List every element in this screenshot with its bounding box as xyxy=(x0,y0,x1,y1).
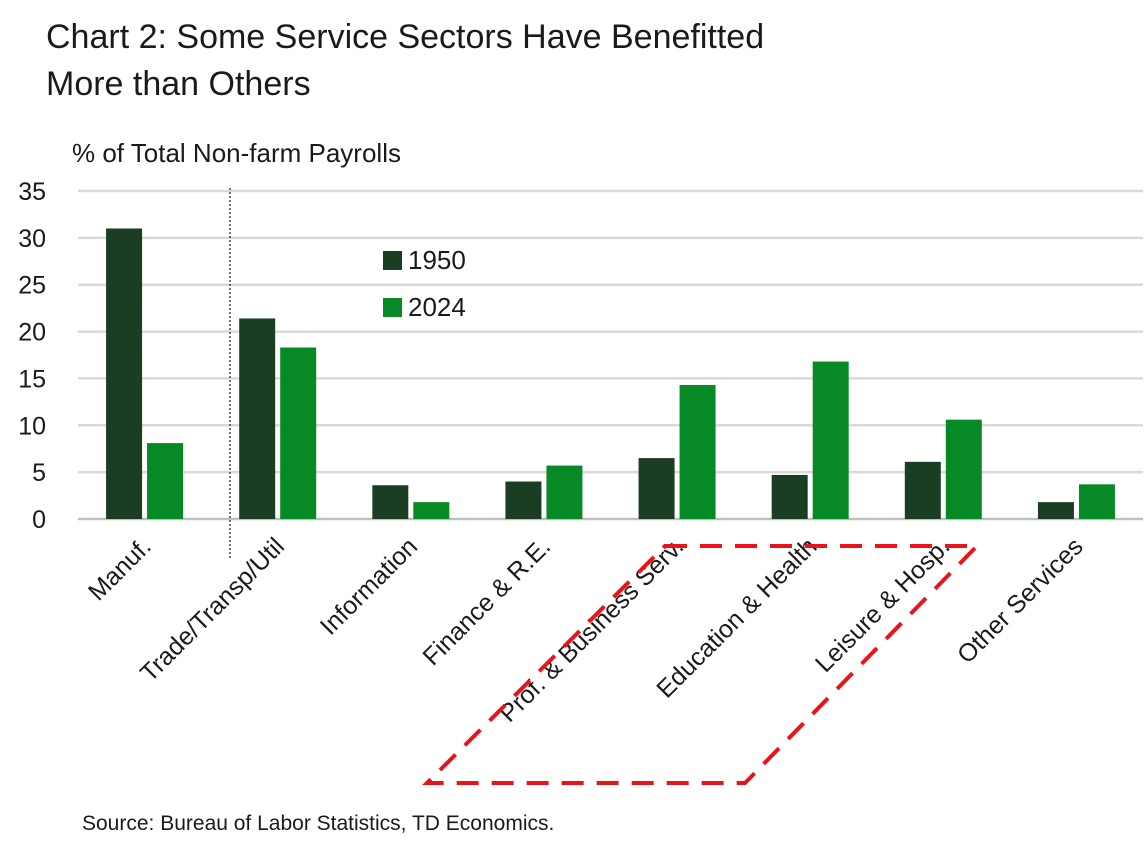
bar-1950 xyxy=(638,458,675,519)
source-note: Source: Bureau of Labor Statistics, TD E… xyxy=(82,812,555,835)
legend-label-1950: 1950 xyxy=(408,245,466,275)
bar-2024 xyxy=(546,465,583,519)
x-tick-label: Trade/Transp/Util xyxy=(135,532,290,687)
x-tick-label: Information xyxy=(315,532,423,640)
bar-2024 xyxy=(945,419,982,519)
y-tick-label: 10 xyxy=(18,412,46,440)
gridlines xyxy=(78,189,1143,521)
bar-2024 xyxy=(812,361,849,519)
x-tick-label: Leisure & Hosp. xyxy=(810,532,956,678)
bar-1950 xyxy=(505,481,542,519)
bar-1950 xyxy=(239,318,276,519)
bar-1950 xyxy=(1037,502,1074,519)
bar-2024 xyxy=(147,443,184,519)
chart-title-line-2: More than Others xyxy=(46,65,311,103)
highlight-box xyxy=(422,544,982,785)
y-tick-label: 5 xyxy=(32,459,46,487)
x-tick-label: Finance & R.E. xyxy=(417,532,556,671)
y-axis-label: % of Total Non-farm Payrolls xyxy=(72,138,401,168)
bar-1950 xyxy=(771,474,808,519)
y-tick-label: 0 xyxy=(32,506,46,534)
y-axis-ticks: 0 5 10 15 20 25 30 35 xyxy=(18,178,46,534)
bar-2024 xyxy=(1078,484,1115,519)
legend-swatch-1950 xyxy=(383,251,402,270)
bar-1950 xyxy=(904,461,941,519)
legend-swatch-2024 xyxy=(383,298,402,317)
y-tick-label: 30 xyxy=(18,225,46,253)
legend: 1950 2024 xyxy=(383,245,466,322)
chart-title-line-1: Chart 2: Some Service Sectors Have Benef… xyxy=(46,18,765,56)
y-tick-label: 20 xyxy=(18,319,46,347)
bars xyxy=(106,228,1115,519)
y-tick-label: 15 xyxy=(18,365,46,393)
bar-2024 xyxy=(679,384,716,519)
category-labels: Manuf.Trade/Transp/Util InformationFinanc… xyxy=(83,532,1089,727)
x-tick-label: Manuf. xyxy=(83,532,157,606)
legend-label-2024: 2024 xyxy=(408,292,466,322)
y-tick-label: 25 xyxy=(18,272,46,300)
bar-1950 xyxy=(372,485,409,519)
bar-1950 xyxy=(106,228,143,519)
bar-2024 xyxy=(280,347,317,519)
chart-title: Chart 2: Some Service Sectors Have Benef… xyxy=(46,14,764,108)
y-tick-label: 35 xyxy=(18,178,46,206)
bar-2024 xyxy=(413,502,450,519)
